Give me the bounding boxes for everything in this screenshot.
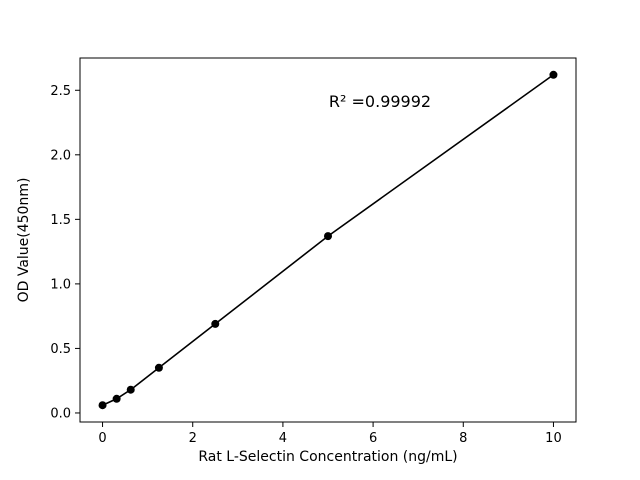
data-point — [154, 363, 163, 372]
x-tick-label: 8 — [459, 431, 467, 446]
data-point — [324, 232, 332, 241]
y-tick-label: 2.5 — [50, 84, 71, 99]
y-tick-label: 0.5 — [50, 342, 71, 357]
y-tick-label: 0.0 — [50, 406, 71, 421]
plot-frame — [79, 57, 577, 423]
x-tick-label: 2 — [189, 431, 197, 446]
x-tick-label: 10 — [545, 431, 562, 446]
r-squared-annotation: R² =0.99992 — [329, 92, 431, 111]
y-tick-label: 1.5 — [50, 213, 71, 228]
x-tick-label: 6 — [369, 431, 377, 446]
data-point — [211, 319, 220, 328]
x-axis-label: Rat L-Selectin Concentration (ng/mL) — [198, 449, 457, 465]
data-point — [98, 401, 107, 410]
data-point — [126, 385, 135, 394]
plot-area: 0 2 4 6 8 10 0.0 0.5 1.0 1.5 2.0 2.5 — [50, 57, 577, 446]
data-point — [112, 394, 121, 403]
x-tick-label: 4 — [279, 431, 287, 446]
data-point — [549, 70, 558, 79]
y-axis-label: OD Value(450nm) — [16, 178, 32, 303]
y-tick-label: 1.0 — [50, 277, 71, 292]
x-tick-label: 0 — [98, 431, 106, 446]
y-tick-label: 2.0 — [50, 148, 71, 163]
